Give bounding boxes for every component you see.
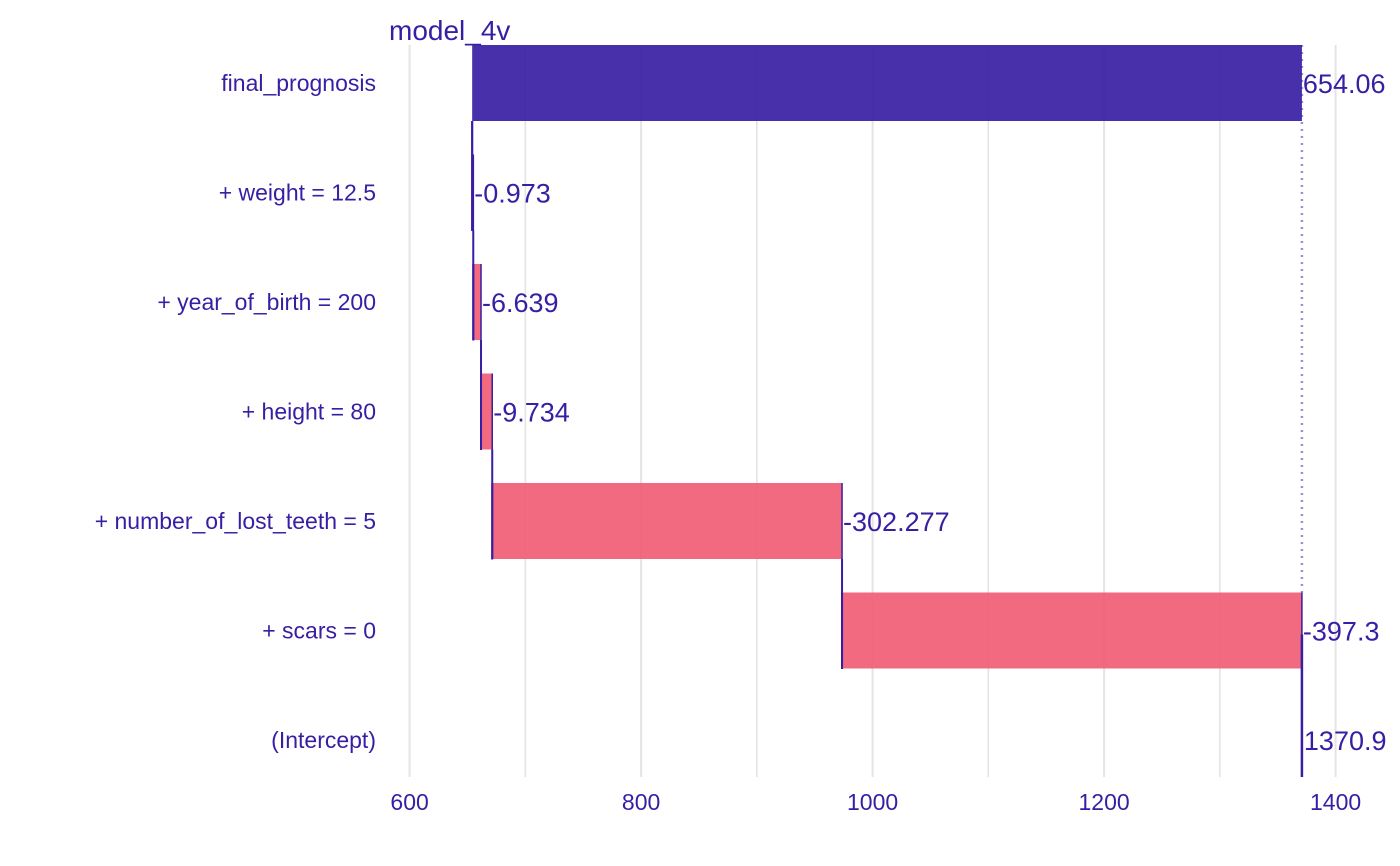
row-label: + number_of_lost_teeth = 5 — [95, 508, 376, 534]
bar — [472, 45, 1302, 121]
connectors — [471, 45, 1304, 777]
labels: 600 800 1000 1200 1400 final_prognosis 654.06 +… — [95, 69, 1387, 815]
chart-title: model_4v — [389, 15, 510, 46]
bar — [492, 483, 843, 559]
row-label: + height = 80 — [242, 399, 376, 425]
value-label: -9.734 — [493, 398, 570, 428]
x-tick-label: 1200 — [1079, 789, 1130, 815]
value-label: 1370.9 — [1304, 726, 1387, 756]
value-label: -6.639 — [482, 288, 559, 318]
x-tick-label: 800 — [622, 789, 660, 815]
value-label: -0.973 — [474, 179, 551, 209]
row-label: (Intercept) — [271, 727, 376, 753]
row-label: + weight = 12.5 — [219, 180, 376, 206]
value-label: 654.06 — [1303, 69, 1386, 99]
x-tick-label: 1000 — [847, 789, 898, 815]
x-tick-label: 600 — [390, 789, 428, 815]
bar — [473, 264, 482, 340]
value-label: -302.277 — [843, 507, 950, 537]
row-label: final_prognosis — [221, 70, 376, 96]
bar — [842, 592, 1302, 669]
bars — [472, 45, 1302, 669]
bar — [481, 373, 493, 450]
grid-lines — [408, 45, 1337, 777]
x-tick-label: 1400 — [1310, 789, 1361, 815]
row-label: + scars = 0 — [262, 618, 376, 644]
value-label: -397.3 — [1303, 617, 1380, 647]
row-label: + year_of_birth = 200 — [157, 289, 376, 315]
